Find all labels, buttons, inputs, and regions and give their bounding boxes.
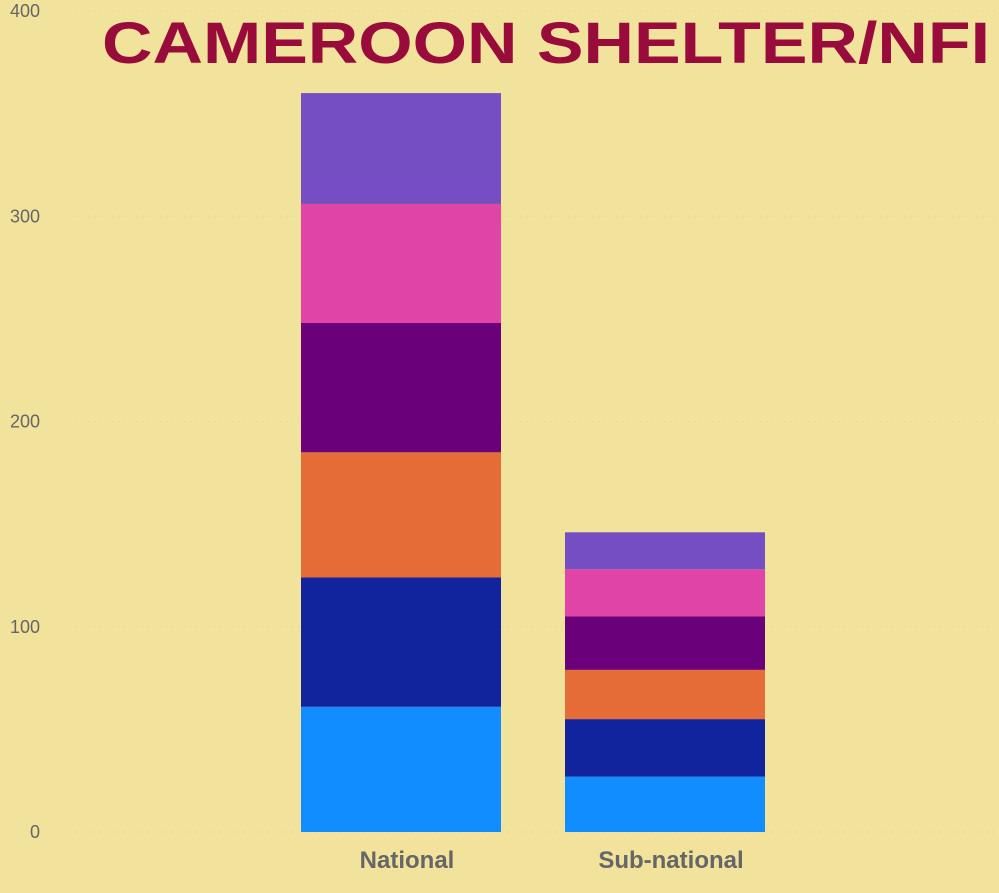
y-tick-label: 100 (10, 617, 40, 637)
bar-segment-national-2 (301, 577, 501, 707)
chart-title: CAMEROON SHELTER/NFI (102, 11, 990, 76)
gridlines (76, 10, 999, 833)
bar-segment-national-1 (301, 706, 501, 832)
x-category-label: Sub-national (598, 847, 743, 874)
bar-segment-sub-national-6 (565, 532, 765, 570)
bar-segment-sub-national-4 (565, 616, 765, 670)
y-tick-label: 300 (10, 206, 40, 226)
x-category-label: National (360, 847, 455, 874)
bar-segment-sub-national-2 (565, 719, 765, 777)
bar-segment-sub-national-5 (565, 569, 765, 617)
bar-segment-national-5 (301, 203, 501, 323)
y-tick-label: 400 (10, 1, 40, 21)
x-axis: National Sub-national (360, 847, 744, 874)
bar-segment-national-3 (301, 452, 501, 578)
y-axis: 0 100 200 300 400 (10, 1, 40, 842)
y-tick-label: 200 (10, 412, 40, 432)
bars (301, 93, 765, 832)
bar-segment-sub-national-1 (565, 776, 765, 832)
bar-segment-national-6 (301, 93, 501, 204)
bar-segment-national-4 (301, 322, 501, 453)
bar-segment-sub-national-3 (565, 669, 765, 720)
y-tick-label: 0 (30, 822, 40, 842)
